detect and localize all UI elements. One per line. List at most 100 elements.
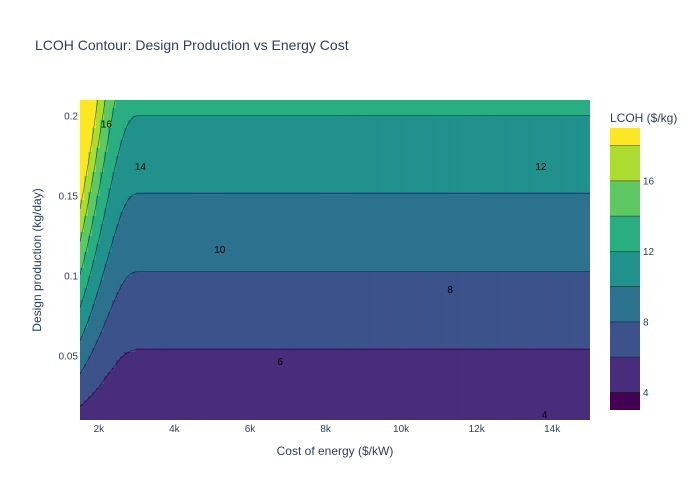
contour-cell xyxy=(255,324,260,329)
contour-cell xyxy=(307,168,312,173)
contour-cell xyxy=(271,236,276,241)
contour-cell xyxy=(243,300,248,305)
contour-cell xyxy=(119,316,125,321)
contour-cell xyxy=(275,192,280,197)
contour-cell xyxy=(80,288,85,293)
contour-cell xyxy=(123,220,129,225)
contour-cell xyxy=(107,332,113,337)
contour-cell xyxy=(199,412,205,417)
contour-cell xyxy=(95,260,101,265)
contour-cell xyxy=(171,232,177,237)
contour-cell xyxy=(199,316,205,321)
contour-cell xyxy=(179,172,185,177)
contour-cell xyxy=(295,248,300,253)
contour-cell xyxy=(219,328,225,333)
contour-cell xyxy=(203,252,209,257)
contour-cell xyxy=(235,172,240,177)
contour-cell xyxy=(127,400,133,405)
contour-cell xyxy=(259,160,264,165)
contour-cell xyxy=(159,400,165,405)
contour-cell xyxy=(207,332,213,337)
contour-cell xyxy=(323,328,328,333)
contour-cell xyxy=(247,320,252,325)
contour-cell xyxy=(155,392,161,397)
contour-cell xyxy=(283,404,288,409)
contour-cell xyxy=(83,284,89,289)
contour-cell xyxy=(227,248,232,253)
contour-cell xyxy=(167,168,173,173)
plot-area[interactable] xyxy=(80,100,591,421)
contour-cell xyxy=(135,244,141,249)
contour-cell xyxy=(199,176,205,181)
contour-cell xyxy=(287,312,292,317)
contour-cell xyxy=(211,352,217,357)
contour-cell xyxy=(199,192,205,197)
contour-cell xyxy=(191,272,197,277)
contour-cell xyxy=(307,108,312,113)
contour-cell xyxy=(223,112,229,117)
contour-cell xyxy=(135,176,141,181)
contour-cell xyxy=(95,204,101,209)
contour-cell xyxy=(275,388,280,393)
contour-cell xyxy=(171,136,177,141)
contour-cell xyxy=(80,300,85,305)
contour-cell xyxy=(135,292,141,297)
contour-cell xyxy=(239,292,244,297)
contour-cell xyxy=(175,400,181,405)
contour-cell xyxy=(219,412,225,417)
contour-cell xyxy=(303,376,308,381)
contour-cell xyxy=(267,256,272,261)
contour-cell xyxy=(187,252,193,257)
contour-cell xyxy=(263,152,268,157)
contour-cell xyxy=(255,140,260,145)
contour-cell xyxy=(259,388,264,393)
contour-cell xyxy=(323,124,328,129)
contour-cell xyxy=(175,108,181,113)
contour-cell xyxy=(319,304,324,309)
contour-cell xyxy=(191,408,197,413)
contour-cell xyxy=(87,276,93,281)
contour-cell xyxy=(175,412,181,417)
contour-cell xyxy=(127,316,133,321)
contour-cell xyxy=(203,308,209,313)
contour-cell xyxy=(295,332,300,337)
contour-cell xyxy=(199,272,205,277)
contour-cell xyxy=(87,296,93,301)
contour-cell xyxy=(139,244,145,249)
contour-cell xyxy=(227,192,232,197)
contour-cell xyxy=(167,364,173,369)
contour-cell xyxy=(175,144,181,149)
contour-cell xyxy=(235,280,240,285)
contour-cell xyxy=(267,388,272,393)
contour-cell xyxy=(91,412,97,417)
contour-cell xyxy=(151,252,157,257)
contour-cell xyxy=(179,320,185,325)
contour-cell xyxy=(195,372,201,377)
contour-cell xyxy=(167,260,173,265)
contour-cell xyxy=(195,280,201,285)
contour-cell xyxy=(171,204,177,209)
contour-cell xyxy=(191,368,197,373)
contour-cell xyxy=(259,380,264,385)
contour-cell xyxy=(291,224,296,229)
contour-cell xyxy=(131,124,137,129)
contour-cell xyxy=(115,236,121,241)
contour-cell xyxy=(307,256,312,261)
contour-cell xyxy=(103,140,109,145)
contour-cell xyxy=(235,248,240,253)
contour-cell xyxy=(203,140,209,145)
contour-cell xyxy=(127,340,133,345)
contour-cell xyxy=(227,144,232,149)
contour-cell xyxy=(239,284,244,289)
contour-cell xyxy=(187,404,193,409)
contour-cell xyxy=(159,388,165,393)
contour-cell xyxy=(231,236,236,241)
contour-cell xyxy=(175,220,181,225)
contour-cell xyxy=(95,152,101,157)
contour-cell xyxy=(135,332,141,337)
contour-cell xyxy=(155,104,161,109)
contour-cell xyxy=(107,316,113,321)
contour-cell xyxy=(243,316,248,321)
contour-cell xyxy=(279,400,284,405)
contour-cell xyxy=(327,148,332,153)
